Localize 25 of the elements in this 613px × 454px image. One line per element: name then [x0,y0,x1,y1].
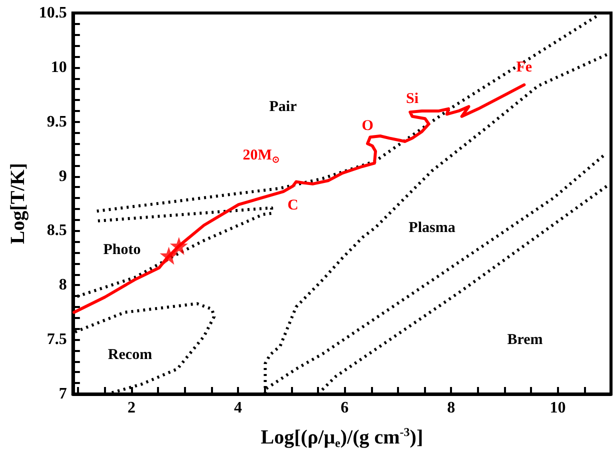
annotation: Pair [269,99,298,115]
y-tick-label: 9 [58,168,67,185]
series-label: 20M⊙ [242,148,280,165]
data-label: Si [406,90,419,107]
x-tick-label: 6 [340,400,349,416]
y-tick-label: 7 [58,386,67,402]
x-tick-label: 2 [128,400,136,416]
y-tick-label: 10.5 [38,4,67,22]
data-label: Fe [516,59,532,76]
annotation: Brem [507,332,544,348]
y-tick-label: 9.5 [46,113,67,130]
annotation: Photo [103,242,141,258]
annotation: Plasma [408,220,456,236]
y-tick-label: 7.5 [46,331,67,348]
line-series [72,83,526,314]
y-axis-title: Log[T/K] [7,162,29,244]
data-label: C [288,198,298,214]
y-tick-label: 10 [50,58,67,76]
data-label: O [362,118,374,134]
x-tick-label: 10 [550,400,566,416]
x-tick-label: 4 [234,400,242,416]
y-tick-label: 8.5 [46,222,67,240]
x-tick-label: 8 [447,400,456,416]
y-tick-label: 8 [58,276,67,294]
annotation: Recom [108,347,153,363]
